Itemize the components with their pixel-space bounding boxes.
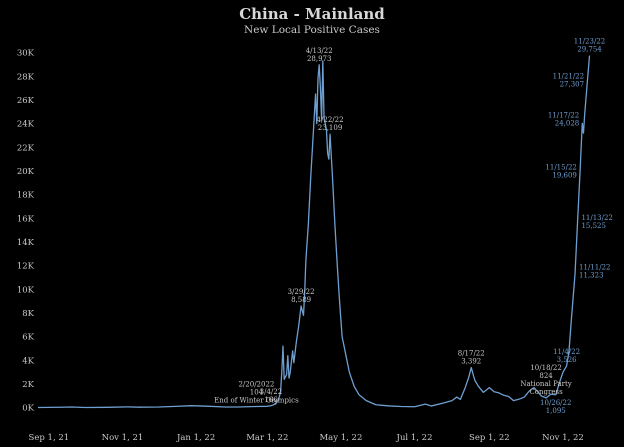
x-tick-label: Mar 1, 22 [246,433,288,443]
annotation-label: End of Winter Olympics [214,396,299,404]
annotation-label: 3,526 [557,356,578,364]
annotation-label: 11/17/22 [548,111,579,119]
chart-title: China - Mainland [239,5,385,23]
annotation-label: 8/17/22 [458,350,485,358]
y-tick-label: 18K [17,191,35,201]
annotation-label: 24,028 [555,119,580,127]
annotation-label: 104 [250,388,264,396]
x-tick-label: Sep 1, 22 [469,433,510,443]
y-tick-label: 8K [22,309,34,319]
y-tick-label: 24K [17,120,35,130]
annotation-label: 11/13/22 [581,214,612,222]
annotation-label: 11/23/22 [574,38,605,46]
y-tick-label: 0K [22,404,34,414]
y-tick-label: 26K [17,96,35,106]
annotation-label: 11/15/22 [545,164,576,172]
y-tick-label: 20K [17,167,35,177]
annotation-label: 4/22/22 [317,116,344,124]
y-tick-label: 22K [17,143,35,153]
x-tick-label: May 1, 22 [319,433,362,443]
series-line [37,55,591,409]
annotation-label: 166 [264,396,278,404]
annotation-label: 11/4/22 [553,348,580,356]
annotation-label: Congress [529,388,563,396]
annotation-label: 8,589 [291,296,311,304]
annotation-label: 10/18/22 [530,364,561,372]
annotation-label: 824 [539,372,553,380]
annotation-label: 3/4/22 [260,388,283,396]
annotation-label: 29,754 [577,46,602,54]
annotation-label: 27,307 [560,81,585,89]
y-tick-label: 10K [17,285,35,295]
annotation-label: National Party [520,380,571,388]
x-tick-label: Sep 1, 21 [29,433,70,443]
y-tick-label: 4K [22,356,34,366]
annotation-label: 19,609 [552,172,577,180]
y-tick-label: 14K [17,238,35,248]
y-tick-label: 16K [17,214,35,224]
y-tick-label: 2K [22,380,34,390]
annotation-label: 28,973 [307,55,332,63]
annotation-label: 23,109 [318,124,343,132]
y-tick-label: 28K [17,72,35,82]
annotation-label: 4/13/22 [306,47,333,55]
x-tick-label: Nov 1, 21 [102,433,144,443]
annotation-label: 3/29/22 [288,288,315,296]
annotation-label: 2/20/2022 [238,380,274,388]
y-tick-label: 12K [17,262,35,272]
x-tick-label: Jan 1, 22 [176,433,215,443]
chart-subtitle: New Local Positive Cases [244,24,380,36]
annotation-label: 1,095 [546,407,566,415]
x-tick-label: Jul 1, 22 [396,433,433,443]
y-tick-label: 6K [22,333,34,343]
annotation-label: 15,525 [581,222,606,230]
annotation-label: 10/26/22 [540,399,571,407]
annotation-label: 11/21/22 [553,73,584,81]
annotation-label: 3,392 [461,358,481,366]
annotation-label: 11/11/22 [579,264,610,272]
x-tick-label: Nov 1, 22 [542,433,584,443]
annotation-label: 11,323 [579,272,604,280]
y-tick-label: 30K [17,49,35,59]
